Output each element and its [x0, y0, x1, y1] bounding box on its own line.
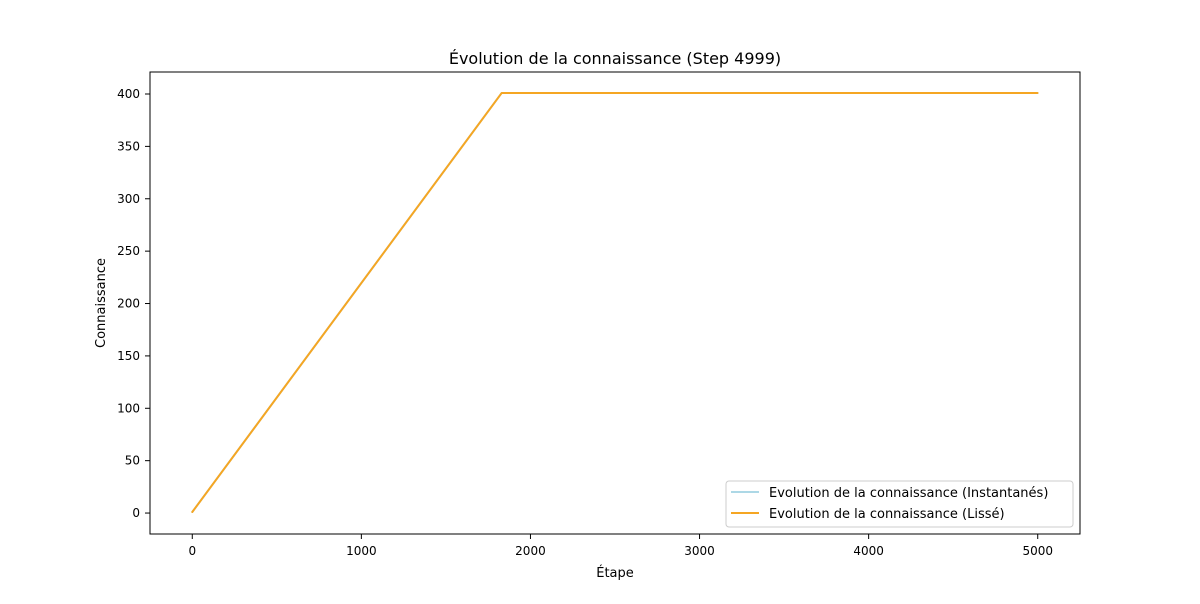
y-axis-label: Connaissance: [94, 258, 109, 348]
y-tick-label: 400: [117, 87, 140, 101]
x-tick-label: 0: [188, 544, 196, 558]
x-tick-label: 3000: [684, 544, 715, 558]
series-layer: [191, 91, 1039, 513]
y-tick-label: 250: [117, 244, 140, 258]
legend-box: [725, 480, 1074, 528]
x-tick-label: 5000: [1022, 544, 1053, 558]
x-axis-ticks: 0 1000 2000 3000 4000 5000: [188, 534, 1053, 558]
legend-label-instantanes: Evolution de la connaissance (Instantané…: [769, 486, 1048, 501]
x-tick-label: 2000: [515, 544, 546, 558]
plot-frame: [149, 71, 1081, 535]
x-tick-label: 4000: [853, 544, 884, 558]
legend-label-lisse: Evolution de la connaissance (Lissé): [769, 507, 1005, 522]
y-tick-label: 0: [132, 506, 140, 520]
series-line-lisse: [191, 91, 1039, 513]
plot-area: [150, 72, 1080, 534]
y-tick-label: 300: [117, 192, 140, 206]
y-tick-label: 50: [125, 454, 140, 468]
y-tick-label: 200: [117, 297, 140, 311]
legend: Evolution de la connaissance (Instantané…: [725, 480, 1074, 528]
y-tick-label: 150: [117, 349, 140, 363]
y-axis-ticks: 0 50 100 150 200 250 300 350 400: [117, 87, 150, 520]
x-axis-label: Étape: [596, 565, 634, 581]
y-tick-label: 350: [117, 139, 140, 153]
y-tick-label: 100: [117, 401, 140, 415]
x-tick-label: 1000: [346, 544, 377, 558]
chart-title: Évolution de la connaissance (Step 4999): [449, 49, 781, 68]
